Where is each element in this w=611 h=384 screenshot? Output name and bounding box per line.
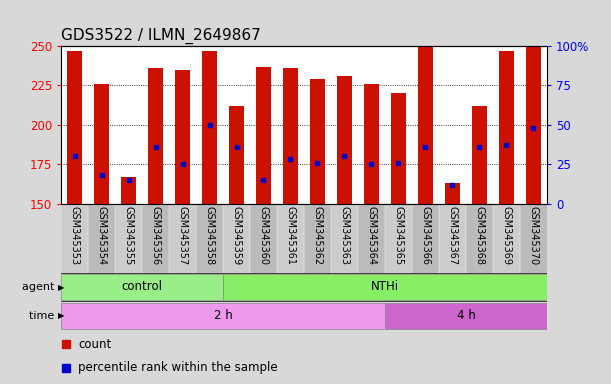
Text: GSM345363: GSM345363 [340, 205, 349, 265]
Bar [466, 204, 493, 273]
Text: percentile rank within the sample: percentile rank within the sample [78, 361, 278, 374]
Bar [175, 70, 190, 204]
Text: GSM345365: GSM345365 [393, 205, 403, 265]
Text: GSM345369: GSM345369 [502, 205, 511, 265]
Bar [256, 66, 271, 204]
Text: GSM345368: GSM345368 [474, 205, 485, 265]
Bar [283, 68, 298, 204]
Text: GSM345354: GSM345354 [97, 205, 106, 265]
Text: GSM345356: GSM345356 [150, 205, 161, 265]
Text: GSM345353: GSM345353 [70, 205, 79, 265]
Bar [277, 204, 304, 273]
Bar [61, 303, 385, 329]
Text: GDS3522 / ILMN_2649867: GDS3522 / ILMN_2649867 [61, 28, 261, 44]
Bar [364, 84, 379, 204]
Text: GSM345367: GSM345367 [447, 205, 458, 265]
Bar [520, 204, 547, 273]
Bar [61, 274, 223, 300]
Bar [439, 204, 466, 273]
Bar [337, 76, 352, 204]
Bar [304, 204, 331, 273]
Text: 2 h: 2 h [214, 309, 232, 322]
Bar [94, 84, 109, 204]
Text: count: count [78, 338, 111, 351]
Bar [115, 204, 142, 273]
Text: GSM345360: GSM345360 [258, 205, 268, 265]
Bar [142, 204, 169, 273]
Bar [223, 204, 250, 273]
Bar [223, 274, 547, 300]
Bar [385, 204, 412, 273]
Text: agent: agent [22, 282, 58, 292]
Bar [499, 51, 514, 204]
Text: control: control [122, 280, 163, 293]
Bar [202, 51, 217, 204]
Bar [169, 204, 196, 273]
Bar [250, 204, 277, 273]
Bar [445, 183, 460, 204]
Bar [358, 204, 385, 273]
Text: ▶: ▶ [58, 311, 65, 320]
Bar [472, 106, 487, 204]
Bar [196, 204, 223, 273]
Bar [61, 204, 88, 273]
Text: GSM345355: GSM345355 [123, 205, 134, 265]
Text: GSM345357: GSM345357 [178, 205, 188, 265]
Bar [385, 303, 547, 329]
Bar [331, 204, 358, 273]
Bar [121, 177, 136, 204]
Text: GSM345361: GSM345361 [285, 205, 296, 265]
Bar [67, 51, 82, 204]
Bar [493, 204, 520, 273]
Text: GSM345358: GSM345358 [205, 205, 214, 265]
Text: ▶: ▶ [58, 283, 65, 291]
Bar [526, 46, 541, 204]
Bar [310, 79, 325, 204]
Bar [148, 68, 163, 204]
Text: NTHi: NTHi [371, 280, 399, 293]
Text: GSM345362: GSM345362 [312, 205, 323, 265]
Bar [418, 46, 433, 204]
Bar [412, 204, 439, 273]
Text: time: time [29, 311, 58, 321]
Text: GSM345370: GSM345370 [529, 205, 538, 265]
Text: GSM345366: GSM345366 [420, 205, 430, 265]
Bar [391, 93, 406, 204]
Text: 4 h: 4 h [456, 309, 475, 322]
Text: GSM345359: GSM345359 [232, 205, 241, 265]
Text: GSM345364: GSM345364 [367, 205, 376, 265]
Bar [88, 204, 115, 273]
Bar [229, 106, 244, 204]
